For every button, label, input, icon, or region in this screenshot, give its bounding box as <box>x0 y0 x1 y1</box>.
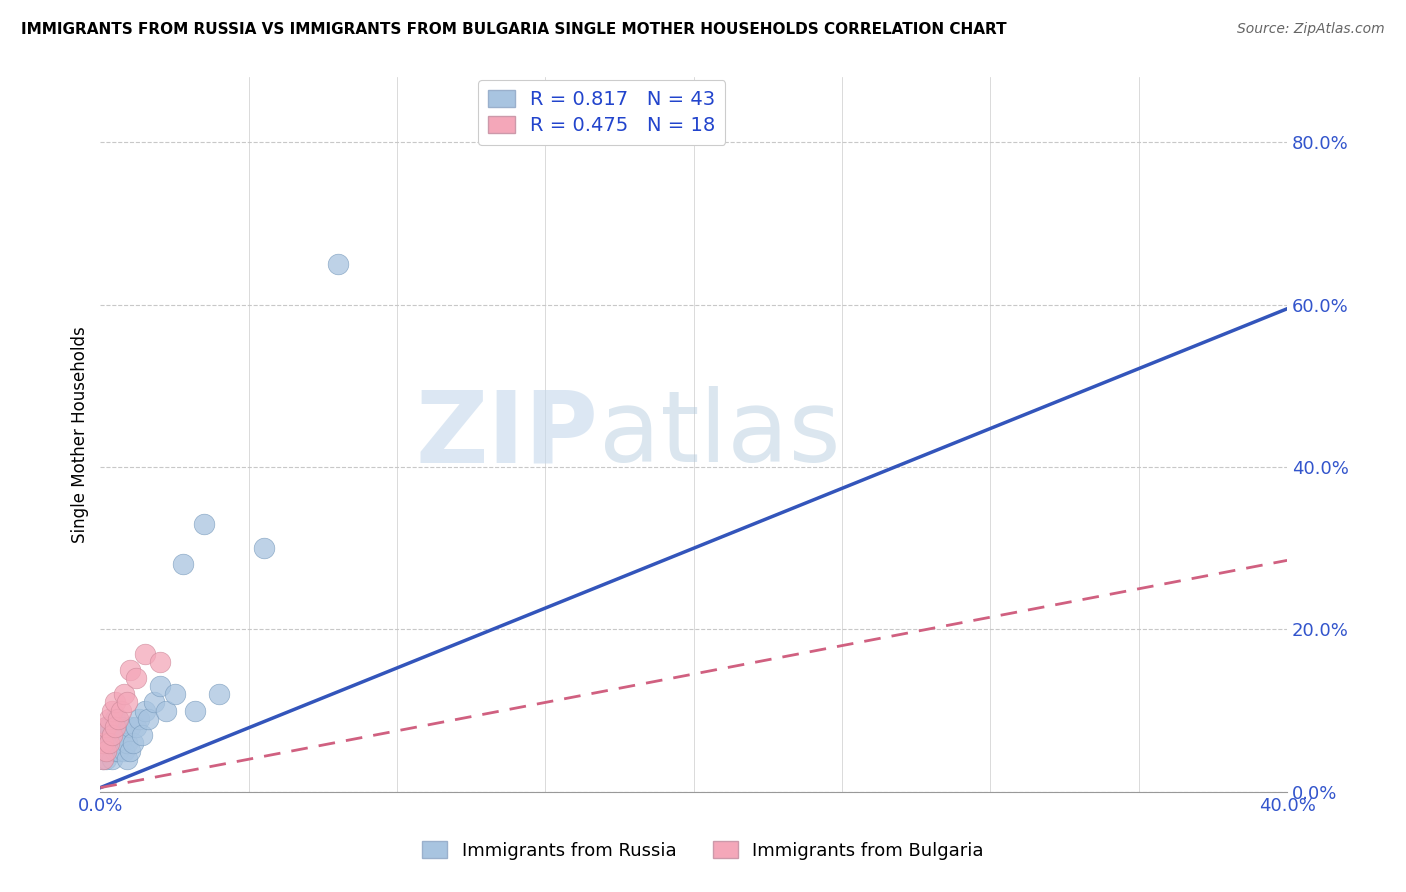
Point <box>98 720 121 734</box>
Point <box>96 744 118 758</box>
Point <box>193 516 215 531</box>
Point <box>134 704 156 718</box>
Point <box>107 728 129 742</box>
Point <box>110 720 132 734</box>
Point <box>91 736 114 750</box>
Point <box>326 257 349 271</box>
Point <box>115 695 138 709</box>
Point <box>112 687 135 701</box>
Text: ZIP: ZIP <box>416 386 599 483</box>
Legend: R = 0.817   N = 43, R = 0.475   N = 18: R = 0.817 N = 43, R = 0.475 N = 18 <box>478 80 725 145</box>
Point <box>101 752 124 766</box>
Point <box>91 752 114 766</box>
Point <box>208 687 231 701</box>
Point <box>107 744 129 758</box>
Point <box>91 744 114 758</box>
Point <box>98 736 121 750</box>
Point <box>101 704 124 718</box>
Point <box>104 744 127 758</box>
Point <box>149 679 172 693</box>
Point <box>155 704 177 718</box>
Point <box>107 712 129 726</box>
Point <box>134 647 156 661</box>
Point <box>252 541 274 556</box>
Point <box>96 728 118 742</box>
Point <box>104 695 127 709</box>
Point <box>104 720 127 734</box>
Point <box>101 728 124 742</box>
Point <box>136 712 159 726</box>
Point <box>91 752 114 766</box>
Point <box>98 736 121 750</box>
Point <box>104 712 127 726</box>
Point <box>172 558 194 572</box>
Point <box>118 720 141 734</box>
Point <box>184 704 207 718</box>
Text: atlas: atlas <box>599 386 841 483</box>
Point <box>125 671 148 685</box>
Point <box>142 695 165 709</box>
Text: IMMIGRANTS FROM RUSSIA VS IMMIGRANTS FROM BULGARIA SINGLE MOTHER HOUSEHOLDS CORR: IMMIGRANTS FROM RUSSIA VS IMMIGRANTS FRO… <box>21 22 1007 37</box>
Point <box>110 704 132 718</box>
Legend: Immigrants from Russia, Immigrants from Bulgaria: Immigrants from Russia, Immigrants from … <box>415 834 991 867</box>
Point <box>101 728 124 742</box>
Point <box>122 736 145 750</box>
Point <box>101 736 124 750</box>
Point <box>107 712 129 726</box>
Point <box>96 752 118 766</box>
Point <box>131 728 153 742</box>
Point <box>125 720 148 734</box>
Point <box>118 744 141 758</box>
Point <box>104 728 127 742</box>
Point <box>112 744 135 758</box>
Text: Source: ZipAtlas.com: Source: ZipAtlas.com <box>1237 22 1385 37</box>
Point <box>112 728 135 742</box>
Point <box>98 712 121 726</box>
Point <box>96 720 118 734</box>
Point <box>96 720 118 734</box>
Point <box>91 736 114 750</box>
Point <box>128 712 150 726</box>
Point <box>115 752 138 766</box>
Y-axis label: Single Mother Households: Single Mother Households <box>72 326 89 543</box>
Point <box>163 687 186 701</box>
Point <box>110 736 132 750</box>
Point <box>98 744 121 758</box>
Point <box>118 663 141 677</box>
Point <box>149 655 172 669</box>
Point <box>115 736 138 750</box>
Point <box>96 744 118 758</box>
